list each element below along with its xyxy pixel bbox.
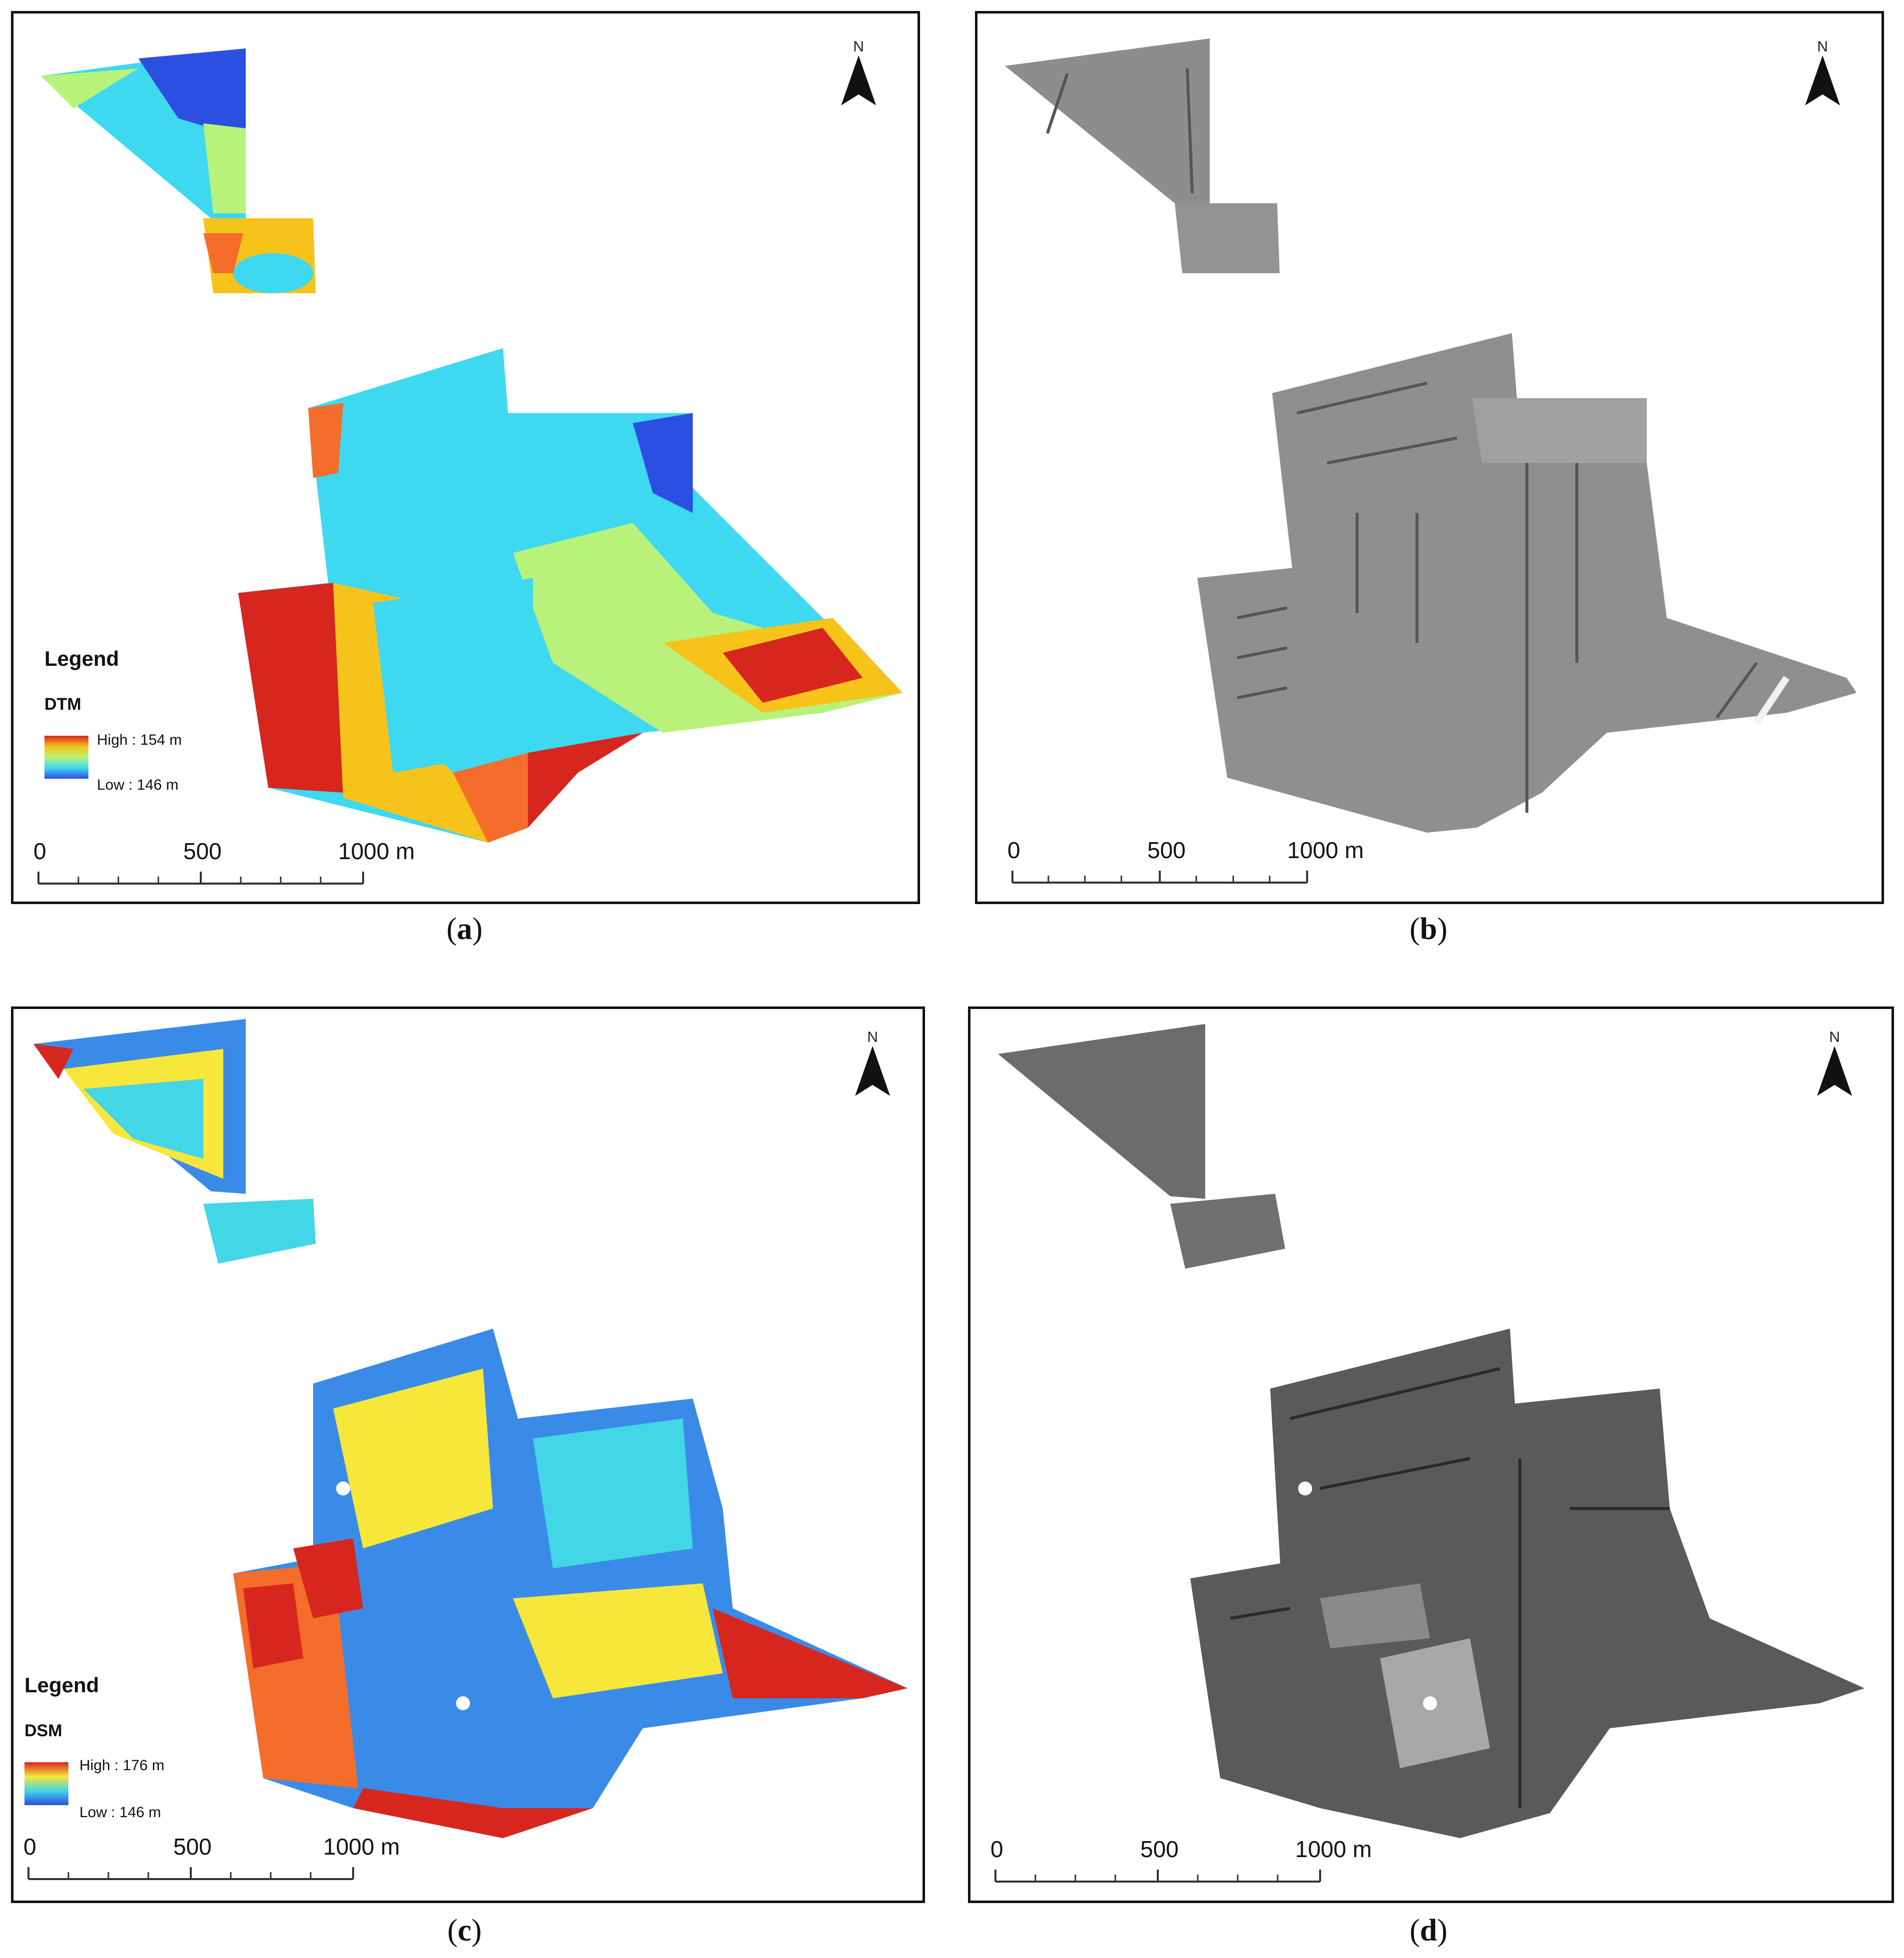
legend-a: Legend DTM High : 154 m Low : 146 m <box>44 647 244 797</box>
dtm-map-image <box>41 48 903 843</box>
north-label-b: N <box>1817 38 1828 55</box>
scale-bar-b: 0 500 1000 m <box>1007 837 1364 892</box>
scale-bar-line-a <box>37 872 364 885</box>
scale-label-0-d: 0 <box>990 1836 1003 1862</box>
legend-low-a: Low : 146 m <box>97 777 179 793</box>
color-ramp-c <box>24 1762 68 1805</box>
scale-bar-line-b <box>1011 871 1308 884</box>
caption-a: (a) <box>446 912 483 946</box>
legend-c: Legend DSM High : 176 m Low : 146 m <box>24 1673 224 1823</box>
hillshade-dtm-image <box>1005 38 1857 833</box>
legend-title-c: Legend <box>24 1673 99 1697</box>
panel-a-dtm-map: N Legend DTM High : 154 m Low : 146 m 0 … <box>11 11 920 904</box>
panel-d-hillshade-dsm: N 0 500 1000 m <box>968 1006 1894 1903</box>
north-arrow-icon <box>855 1046 890 1096</box>
north-label-c: N <box>867 1029 878 1045</box>
scale-label-0-a: 0 <box>33 838 46 864</box>
caption-b: (b) <box>1410 912 1447 946</box>
north-arrow-d: N <box>1815 1029 1855 1098</box>
north-label-a: N <box>853 38 864 55</box>
dsm-map-image <box>33 1019 908 1838</box>
north-arrow-icon <box>841 55 876 105</box>
legend-title-a: Legend <box>44 647 119 670</box>
north-arrow-c: N <box>853 1029 893 1098</box>
scale-bar-line-c <box>27 1867 354 1880</box>
scale-label-1000-c: 1000 m <box>323 1834 400 1860</box>
legend-layer-c: DSM <box>24 1721 62 1740</box>
hillshade-dsm-image <box>998 1024 1865 1838</box>
scale-bar-d: 0 500 1000 m <box>990 1836 1372 1891</box>
scale-bar-a: 0 500 1000 m <box>33 838 415 893</box>
legend-high-a: High : 154 m <box>97 732 182 748</box>
caption-c: (c) <box>447 1914 482 1948</box>
legend-layer-a: DTM <box>44 695 81 714</box>
scale-label-1000-a: 1000 m <box>338 838 415 864</box>
scale-label-0-b: 0 <box>1007 837 1020 863</box>
scale-label-500-c: 500 <box>173 1834 212 1860</box>
scale-bar-c: 0 500 1000 m <box>23 1833 400 1888</box>
north-arrow-a: N <box>839 38 879 108</box>
caption-d: (d) <box>1410 1914 1447 1948</box>
north-label-d: N <box>1829 1029 1840 1045</box>
scale-label-1000-b: 1000 m <box>1287 837 1364 863</box>
panel-b-hillshade-dtm: N 0 500 1000 m <box>975 11 1884 904</box>
scale-label-1000-d: 1000 m <box>1295 1836 1372 1862</box>
scale-label-0-c: 0 <box>23 1834 36 1860</box>
scale-bar-line-d <box>994 1870 1321 1883</box>
scale-label-500-d: 500 <box>1140 1836 1179 1862</box>
north-arrow-b: N <box>1803 38 1843 108</box>
scale-label-500-a: 500 <box>183 838 222 864</box>
scale-label-500-b: 500 <box>1147 837 1186 863</box>
color-ramp-a <box>44 736 88 779</box>
north-arrow-icon <box>1817 1046 1852 1096</box>
legend-high-c: High : 176 m <box>79 1757 165 1774</box>
north-arrow-icon <box>1805 55 1840 105</box>
panel-c-dsm-map: N Legend DSM High : 176 m Low : 146 m 0 … <box>11 1006 925 1903</box>
legend-low-c: Low : 146 m <box>79 1804 161 1821</box>
